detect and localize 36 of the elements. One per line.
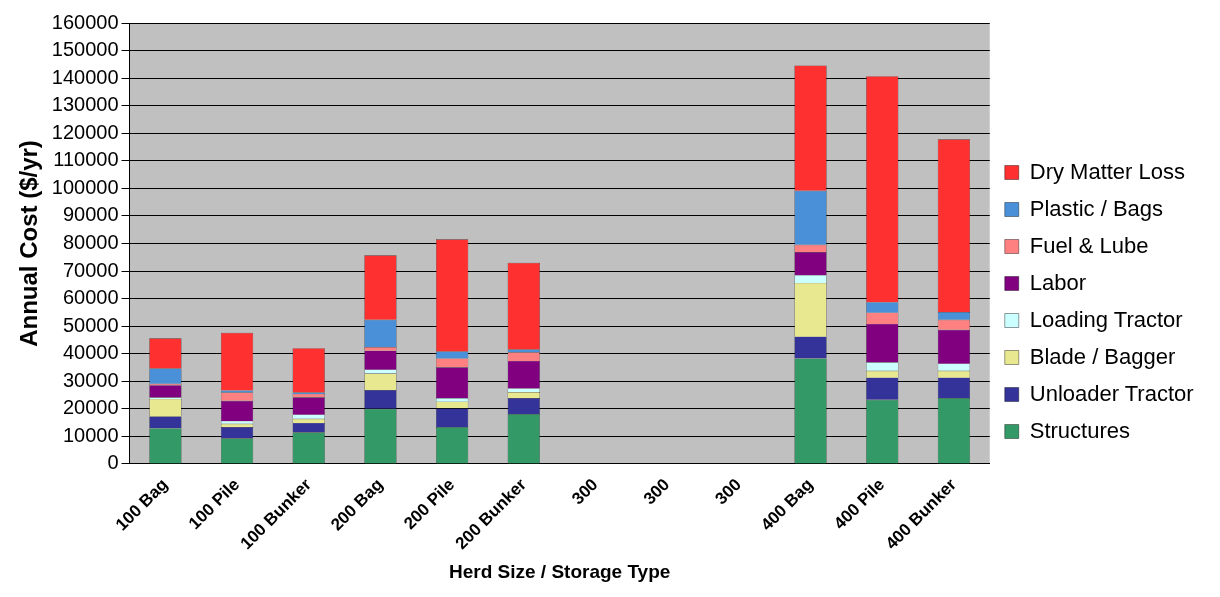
legend-label: Unloader Tractor (1029, 380, 1194, 406)
x-tick-label: 300 (639, 474, 674, 509)
x-axis-title: Herd Size / Storage Type (448, 560, 671, 582)
y-tick-label: 160000 (51, 10, 119, 33)
y-tick-label: 10000 (62, 423, 119, 446)
legend-label: Blade / Bagger (1029, 343, 1176, 369)
y-tick-label: 60000 (62, 286, 119, 309)
x-tick-label: 400 Bag (757, 474, 817, 535)
y-tick-label: 40000 (62, 341, 119, 364)
y-tick-label: 70000 (62, 258, 119, 281)
y-tick-label: 0 (107, 451, 119, 474)
legend-label: Plastic / Bags (1029, 195, 1164, 221)
legend-label: Loading Tractor (1029, 306, 1183, 332)
x-tick-label: 100 Pile (184, 474, 244, 534)
legend-label: Labor (1029, 269, 1087, 295)
y-tick-label: 130000 (51, 93, 119, 116)
y-tick-label: 90000 (62, 203, 119, 226)
legend-label: Dry Matter Loss (1029, 158, 1186, 184)
y-tick-label: 150000 (51, 38, 119, 61)
y-tick-label: 20000 (62, 396, 119, 419)
y-axis-title: Annual Cost ($/yr) (15, 140, 43, 347)
y-tick-label: 110000 (53, 148, 119, 171)
y-tick-label: 140000 (51, 65, 119, 88)
y-tick-label: 80000 (62, 231, 119, 253)
x-tick-label: 400 Pile (830, 474, 889, 534)
legend-label: Structures (1029, 417, 1131, 443)
legend-label: Fuel & Lube (1029, 232, 1149, 258)
x-tick-label: 200 Bag (327, 474, 387, 535)
y-tick-label: 120000 (51, 120, 119, 143)
y-tick-label: 30000 (62, 368, 119, 391)
x-tick-label: 300 (568, 474, 602, 509)
y-tick-label: 100000 (51, 175, 119, 198)
x-tick-label: 300 (711, 474, 745, 509)
y-tick-label: 50000 (62, 313, 119, 336)
x-tick-label: 200 Pile (400, 474, 459, 534)
x-tick-label: 100 Bag (111, 474, 172, 535)
